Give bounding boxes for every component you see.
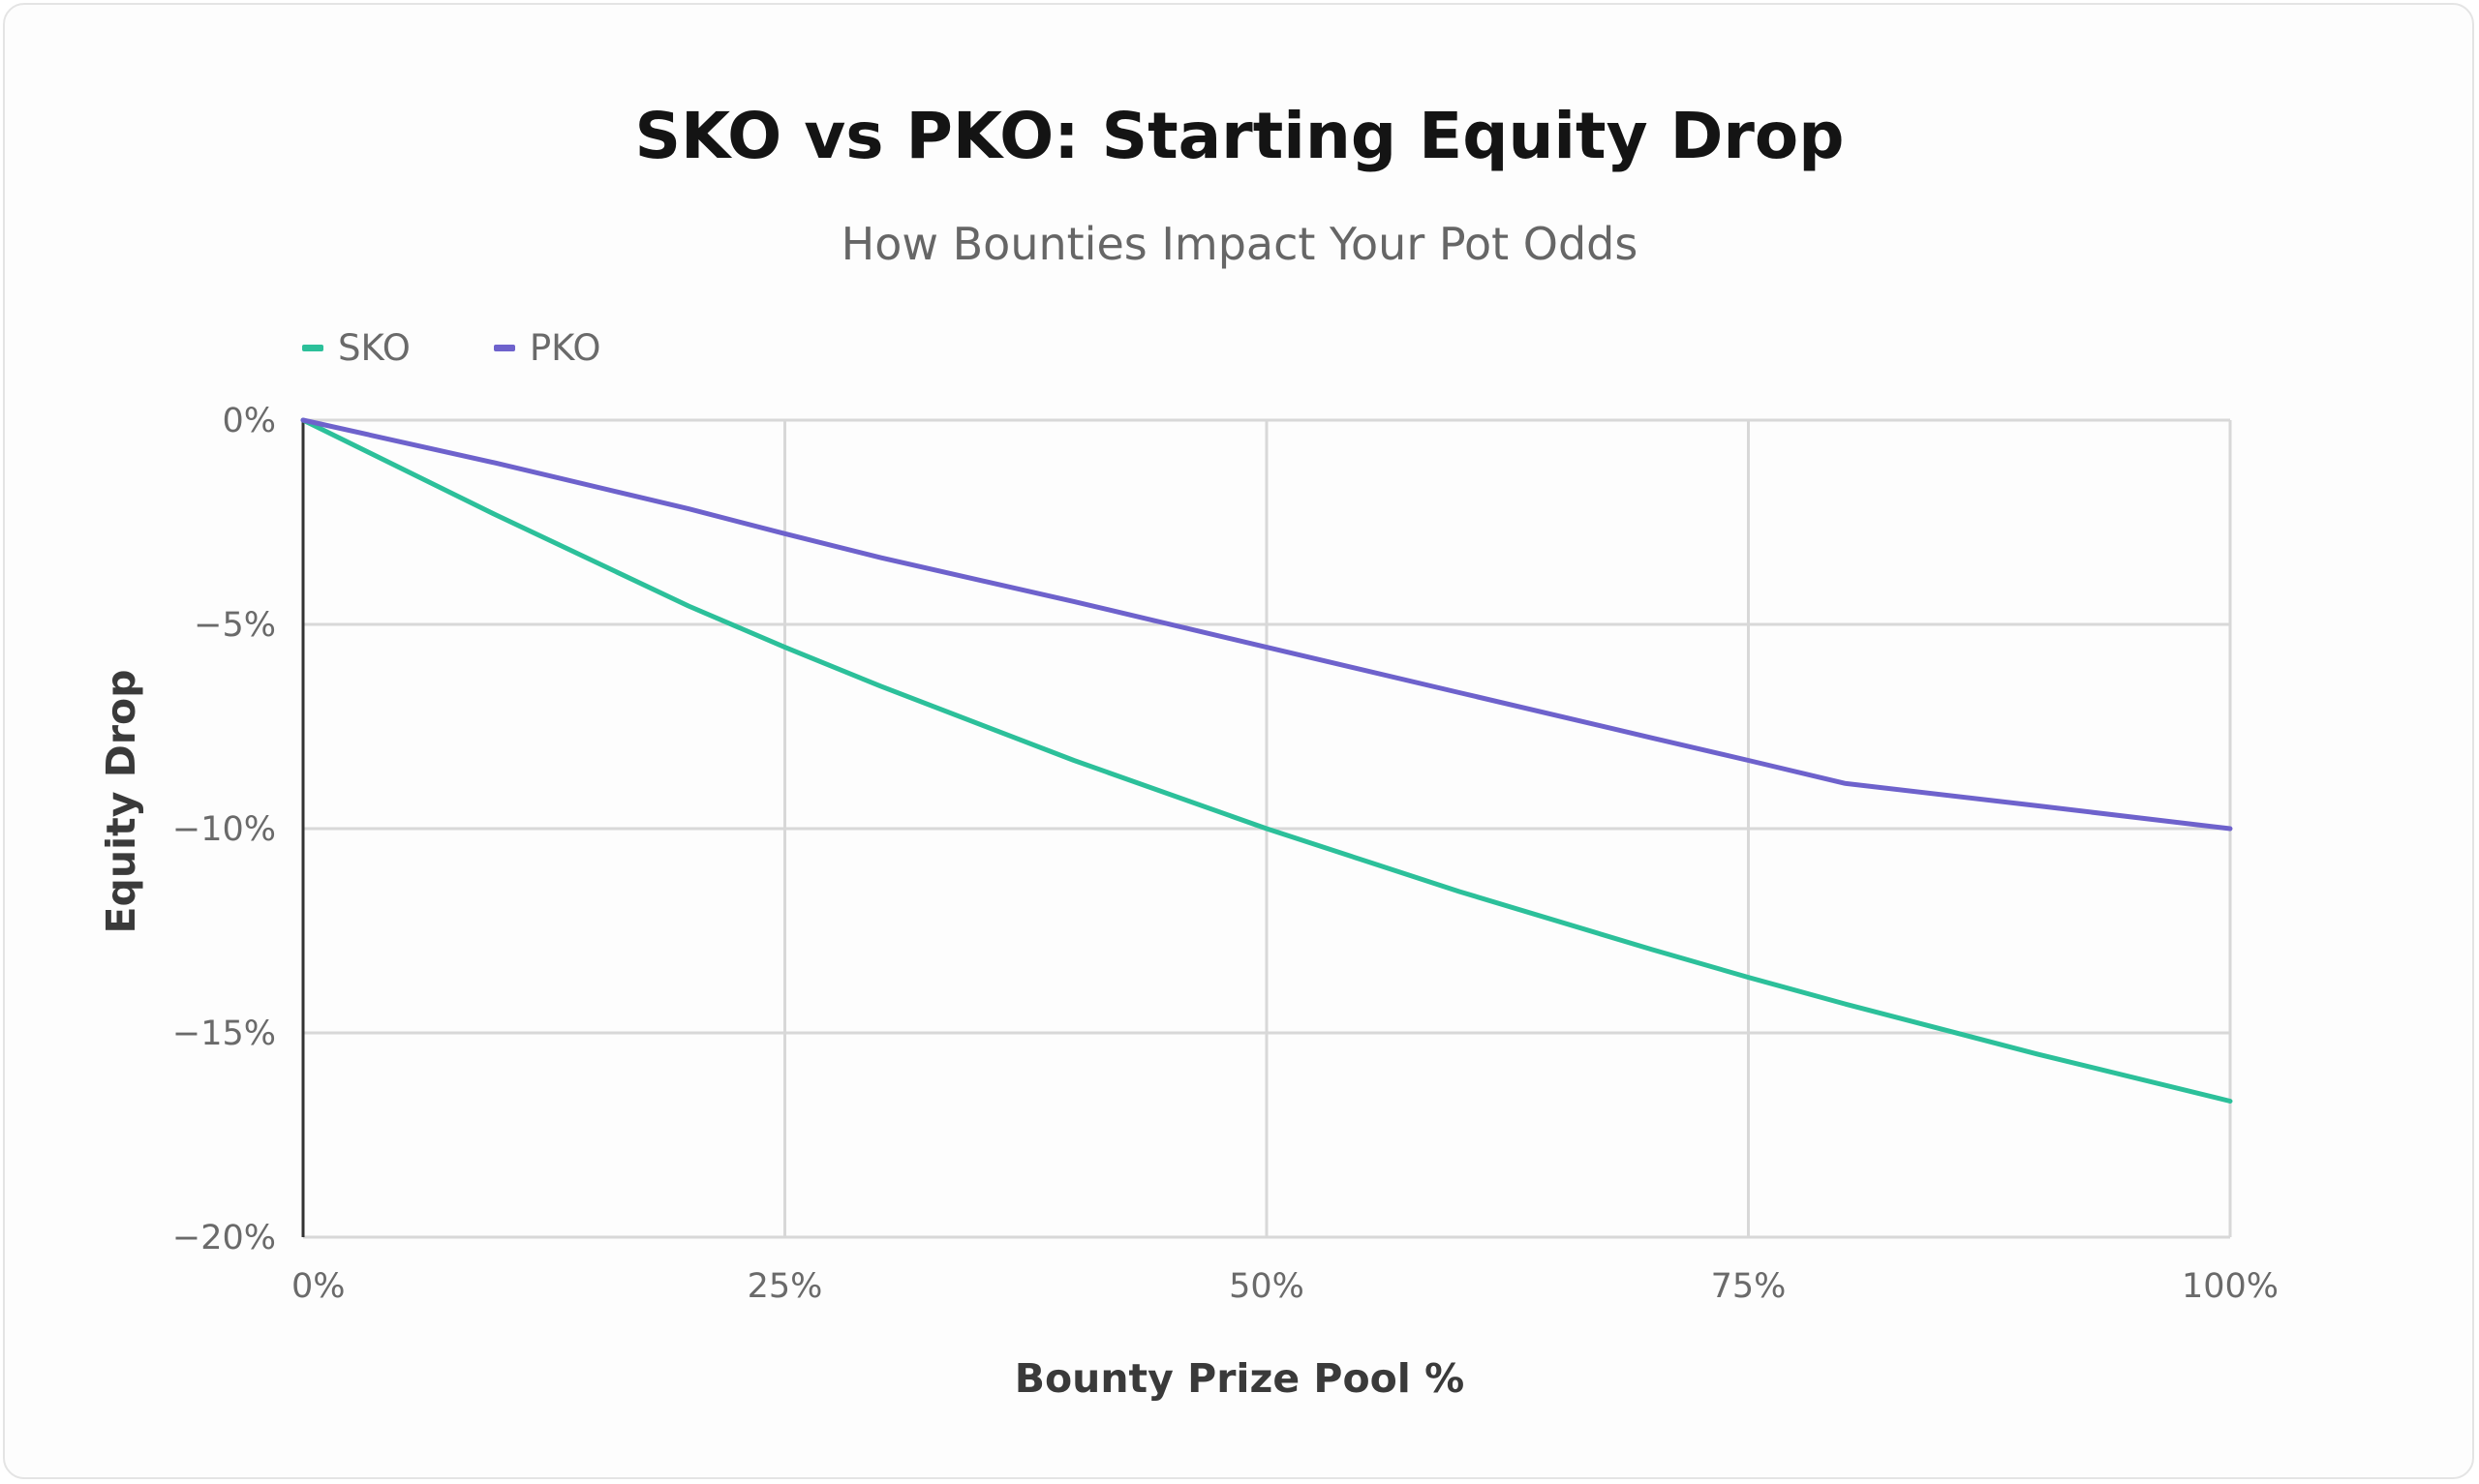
y-axis-label: Equity Drop: [98, 669, 144, 934]
y-tick-label: −15%: [172, 1015, 276, 1053]
series-line-pko: [300, 417, 2233, 832]
x-tick-label: 50%: [1229, 1267, 1304, 1306]
x-tick-label: 0%: [291, 1267, 346, 1306]
legend-swatch-pko: [493, 344, 515, 351]
legend-label-pko: PKO: [529, 326, 601, 369]
x-tick-label: 100%: [2182, 1267, 2279, 1306]
series-line-sko: [300, 417, 2233, 1104]
legend-item-sko[interactable]: SKO: [302, 327, 411, 369]
x-tick-label: 75%: [1711, 1267, 1787, 1306]
y-tick-label: −10%: [172, 810, 276, 849]
legend: SKO PKO: [302, 324, 685, 371]
legend-item-pko[interactable]: PKO: [493, 326, 601, 369]
y-tick-label: −20%: [172, 1219, 276, 1257]
chart-card: [3, 3, 2474, 1479]
x-tick-label: 25%: [748, 1267, 823, 1306]
legend-label-sko: SKO: [338, 326, 411, 369]
y-tick-label: −5%: [194, 606, 276, 645]
chart-title: SKO vs PKO: Starting Equity Drop: [634, 99, 1845, 173]
chart-subtitle: How Bounties Impact Your Pot Odds: [841, 218, 1638, 270]
x-axis-label: Bounty Prize Pool %: [1014, 1355, 1465, 1402]
legend-swatch-sko: [302, 344, 323, 351]
y-tick-label: 0%: [222, 402, 276, 440]
